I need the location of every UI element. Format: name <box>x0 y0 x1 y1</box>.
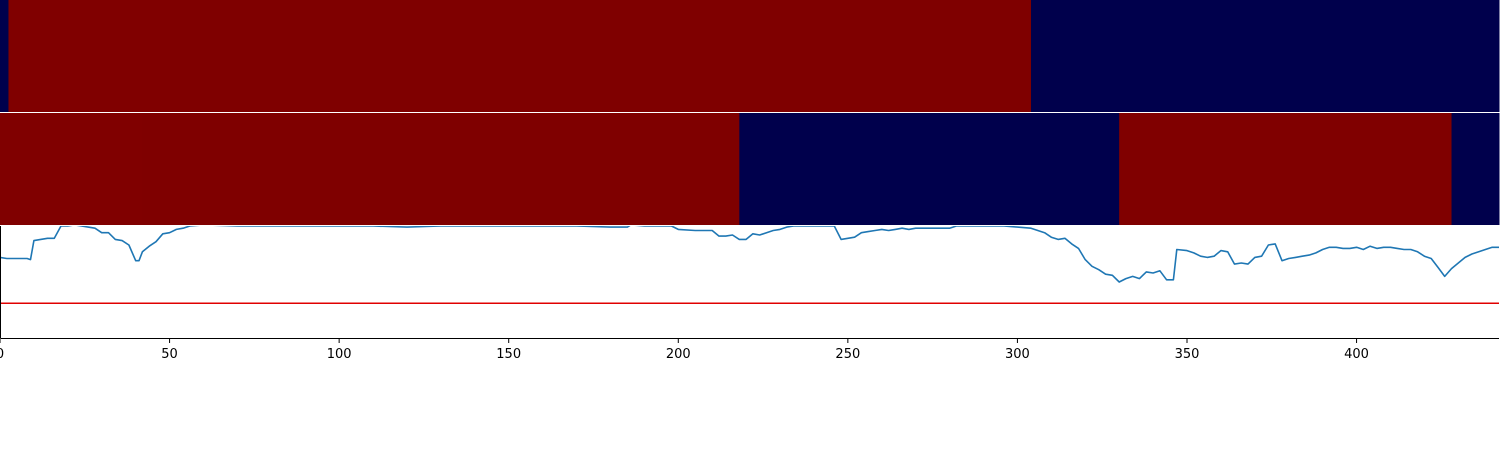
x-tick-label-150: 150 <box>496 347 521 362</box>
x-tick-label-400: 400 <box>1344 347 1369 362</box>
series-line <box>0 226 1499 283</box>
heatmap-cell-middle-0 <box>0 113 143 225</box>
heatmap-cell-top-1 <box>8 0 171 112</box>
heatmap-middle <box>0 113 1500 225</box>
x-tick-label-300: 300 <box>1005 347 1030 362</box>
line-panel <box>0 226 1499 339</box>
x-tick-label-200: 200 <box>666 347 691 362</box>
heatmap-cell-top-2 <box>169 0 1032 112</box>
x-tick-label-250: 250 <box>835 347 860 362</box>
heatmap-cell-middle-4 <box>1451 113 1500 225</box>
x-axis: 0 50 100 150 200 250 300 350 400 <box>0 338 1369 362</box>
heatmap-cell-middle-3 <box>1119 113 1453 225</box>
heatmap-cell-middle-1 <box>142 113 740 225</box>
heatmap-cell-top-3 <box>1030 0 1500 112</box>
x-tick-label-50: 50 <box>161 347 178 362</box>
x-tick-label-350: 350 <box>1175 347 1200 362</box>
heatmap-top <box>0 0 1500 112</box>
heatmap-cell-middle-2 <box>739 113 1120 225</box>
x-tick-label-100: 100 <box>327 347 352 362</box>
x-tick-label-0: 0 <box>0 347 4 362</box>
heatmap-cell-top-0 <box>0 0 9 112</box>
